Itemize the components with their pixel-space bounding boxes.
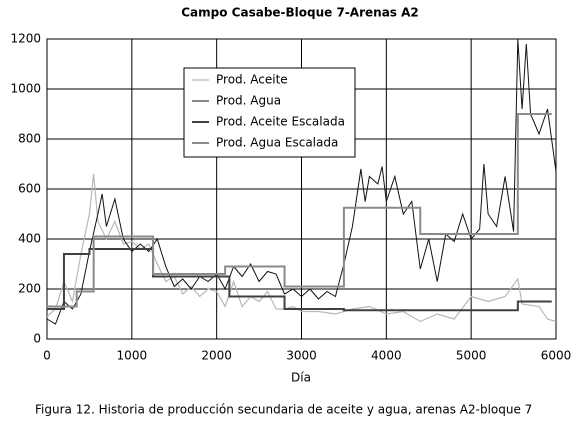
- chart-title: Campo Casabe-Bloque 7-Arenas A2: [181, 6, 419, 20]
- x-tick-label: 1000: [117, 349, 148, 363]
- x-tick-label: 0: [43, 349, 51, 363]
- y-tick-label: 600: [18, 182, 41, 196]
- x-tick-label: 3000: [286, 349, 317, 363]
- plot-frame: [46, 38, 557, 340]
- legend-label: Prod. Agua: [216, 94, 281, 108]
- series-line: [46, 173, 557, 323]
- y-tick-label: 0: [33, 332, 41, 346]
- legend-label: Prod. Agua Escalada: [216, 136, 338, 150]
- x-tick-label: 5000: [456, 349, 487, 363]
- x-tick-label: 6000: [541, 349, 572, 363]
- x-tick-label: 4000: [371, 349, 402, 363]
- y-tick-label: 1000: [10, 82, 41, 96]
- legend-label: Prod. Aceite Escalada: [216, 115, 345, 129]
- y-tick-label: 1200: [10, 32, 41, 46]
- x-tick-label: 2000: [201, 349, 232, 363]
- y-tick-label: 800: [18, 132, 41, 146]
- y-tick-label: 200: [18, 282, 41, 296]
- x-axis-label: Día: [291, 371, 311, 385]
- y-tick-label: 400: [18, 232, 41, 246]
- caption: Figura 12. Historia de producción secund…: [35, 403, 532, 417]
- series-line: [46, 38, 557, 325]
- legend-label: Prod. Aceite: [216, 73, 288, 87]
- legend-box: [183, 67, 356, 158]
- series-line: [47, 248, 552, 312]
- series-line: [47, 113, 552, 308]
